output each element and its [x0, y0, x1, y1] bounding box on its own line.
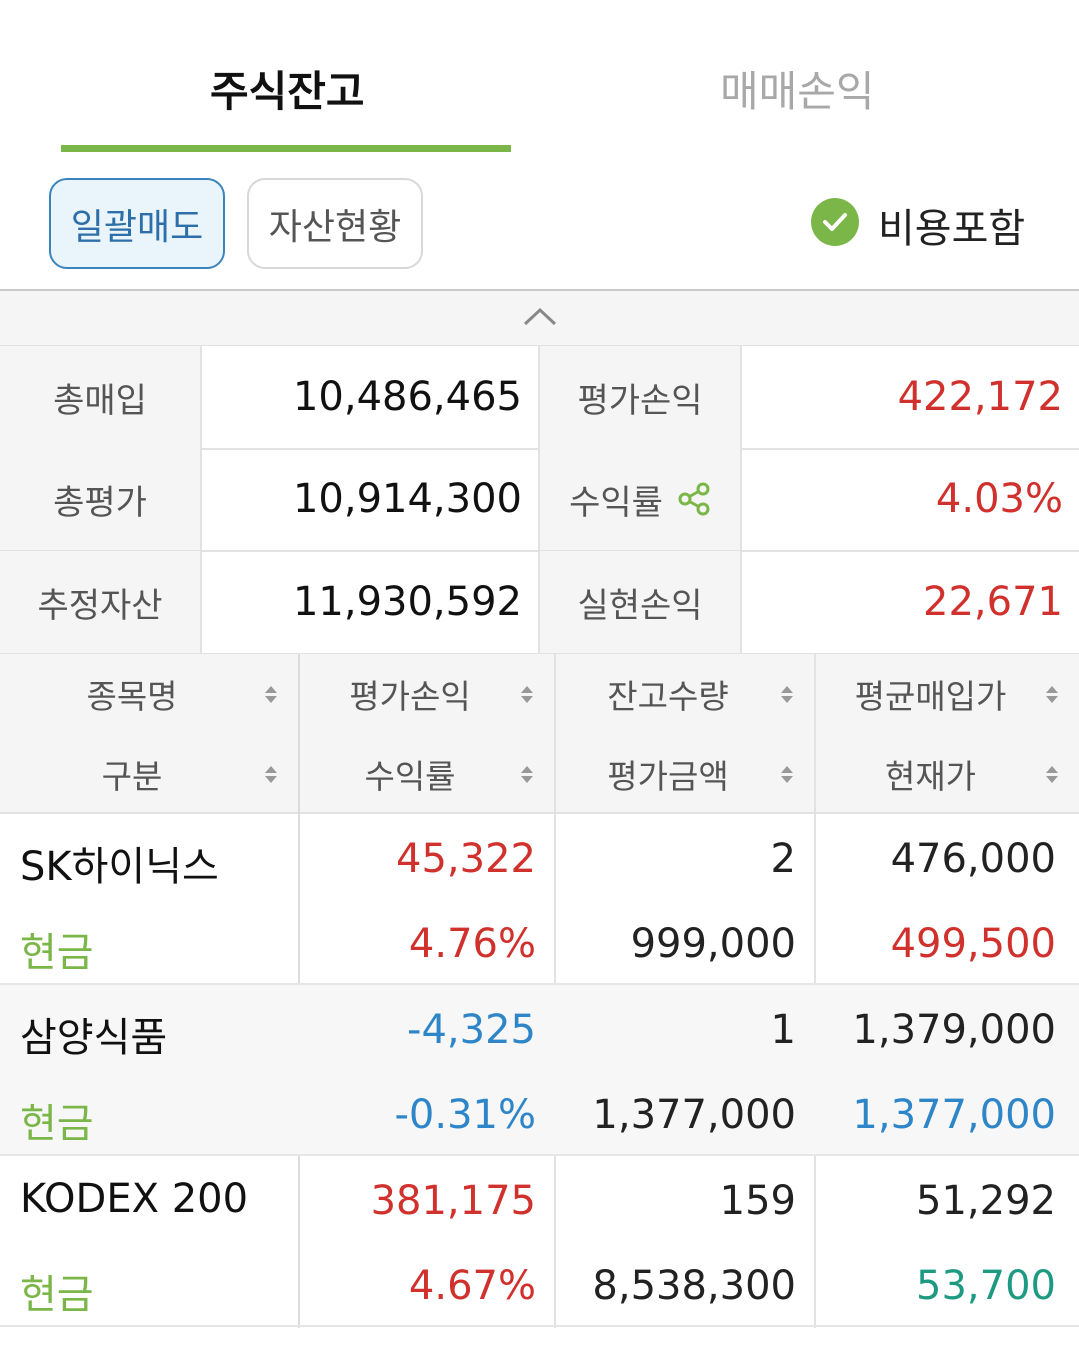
header-label: 평가손익 [349, 677, 471, 716]
total-buy-label: 총매입 [0, 346, 202, 448]
return-rate: 4.76% [408, 921, 536, 967]
header-label: 종목명 [86, 677, 178, 716]
sort-header-current-price[interactable]: 현재가 [816, 734, 1079, 814]
header-label: 구분 [101, 757, 163, 796]
asset-status-button[interactable]: 자산현황 [247, 178, 423, 269]
holdings-table-header: 종목명 평가손익 잔고수량 평균매입가 구분 수익률 평가금액 현재가 [0, 654, 1079, 814]
return-rate-label: 수익률 [569, 482, 663, 523]
avg-price: 51,292 [916, 1178, 1056, 1224]
summary-row: 총평가 10,914,300 수익률 4.03% [0, 448, 1079, 552]
stock-name: 삼양식품 [20, 1015, 168, 1061]
header-label: 잔고수량 [607, 677, 729, 716]
stock-name: SK하이닉스 [20, 844, 219, 890]
stock-name: KODEX 200 [20, 1176, 249, 1222]
header-label: 평가금액 [607, 757, 729, 796]
collapse-toggle[interactable] [0, 289, 1079, 346]
check-circle-icon[interactable] [811, 198, 859, 246]
sort-icon [520, 685, 534, 703]
sort-icon [1045, 765, 1059, 783]
eval-amount: 999,000 [630, 921, 796, 967]
eval-pl: 45,322 [396, 836, 536, 882]
sort-header-eval-pl[interactable]: 평가손익 [300, 654, 554, 734]
current-price: 53,700 [916, 1263, 1056, 1309]
summary-row: 추정자산 11,930,592 실현손익 22,671 [0, 551, 1079, 655]
current-price: 1,377,000 [852, 1092, 1056, 1138]
summary-row: 총매입 10,486,465 평가손익 422,172 [0, 346, 1079, 450]
table-row[interactable]: SK하이닉스 현금 45,322 4.76% 2 999,000 476,000… [0, 814, 1079, 985]
header-label: 평균매입가 [854, 677, 1007, 716]
avg-price: 1,379,000 [852, 1007, 1056, 1053]
sort-icon [264, 685, 278, 703]
eval-pl-label: 평가손익 [540, 346, 742, 448]
total-eval-label: 총평가 [0, 448, 202, 550]
table-row[interactable]: KODEX 200 현금 381,175 4.67% 159 8,538,300… [0, 1156, 1079, 1327]
quantity: 2 [770, 836, 796, 882]
sort-header-qty[interactable]: 잔고수량 [556, 654, 814, 734]
current-price: 499,500 [890, 921, 1056, 967]
tab-stock-balance[interactable]: 주식잔고 [210, 67, 365, 116]
sort-icon [780, 765, 794, 783]
bulk-sell-button[interactable]: 일괄매도 [49, 178, 225, 269]
return-rate: -0.31% [394, 1092, 536, 1138]
quantity: 1 [770, 1007, 796, 1053]
realized-pl-label: 실현손익 [540, 551, 742, 653]
active-tab-indicator [61, 145, 511, 152]
return-rate: 4.67% [408, 1263, 536, 1309]
share-icon[interactable] [677, 482, 711, 516]
sort-icon [780, 685, 794, 703]
account-kind: 현금 [20, 930, 94, 976]
tab-bar: 주식잔고 매매손익 [0, 0, 1079, 155]
est-asset-label: 추정자산 [0, 551, 202, 653]
avg-price: 476,000 [890, 836, 1056, 882]
sort-header-kind[interactable]: 구분 [0, 734, 298, 814]
realized-pl-value: 22,671 [923, 579, 1063, 625]
total-eval-value: 10,914,300 [202, 448, 540, 550]
est-asset-value: 11,930,592 [202, 551, 540, 653]
sort-header-name[interactable]: 종목명 [0, 654, 298, 734]
account-kind: 현금 [20, 1101, 94, 1147]
chevron-up-icon [523, 306, 557, 330]
sort-header-eval-amount[interactable]: 평가금액 [556, 734, 814, 814]
eval-amount: 8,538,300 [592, 1263, 796, 1309]
return-rate-label-cell: 수익률 [540, 448, 742, 550]
header-label: 현재가 [884, 757, 977, 796]
sort-header-return-rate[interactable]: 수익률 [300, 734, 554, 814]
header-label: 수익률 [364, 757, 456, 796]
eval-pl-value: 422,172 [897, 374, 1063, 420]
table-row[interactable]: 삼양식품 현금 -4,325 -0.31% 1 1,377,000 1,379,… [0, 985, 1079, 1156]
quantity: 159 [719, 1178, 796, 1224]
sort-icon [520, 765, 534, 783]
total-buy-value: 10,486,465 [202, 346, 540, 448]
account-kind: 현금 [20, 1272, 94, 1318]
eval-amount: 1,377,000 [592, 1092, 796, 1138]
include-fee-label[interactable]: 비용포함 [878, 206, 1026, 252]
sort-icon [1045, 685, 1059, 703]
sort-icon [264, 765, 278, 783]
eval-pl: 381,175 [370, 1178, 536, 1224]
tab-trade-pl[interactable]: 매매손익 [720, 67, 875, 116]
return-rate-value: 4.03% [935, 476, 1063, 522]
sort-header-avg-price[interactable]: 평균매입가 [816, 654, 1079, 734]
eval-pl: -4,325 [407, 1007, 536, 1053]
